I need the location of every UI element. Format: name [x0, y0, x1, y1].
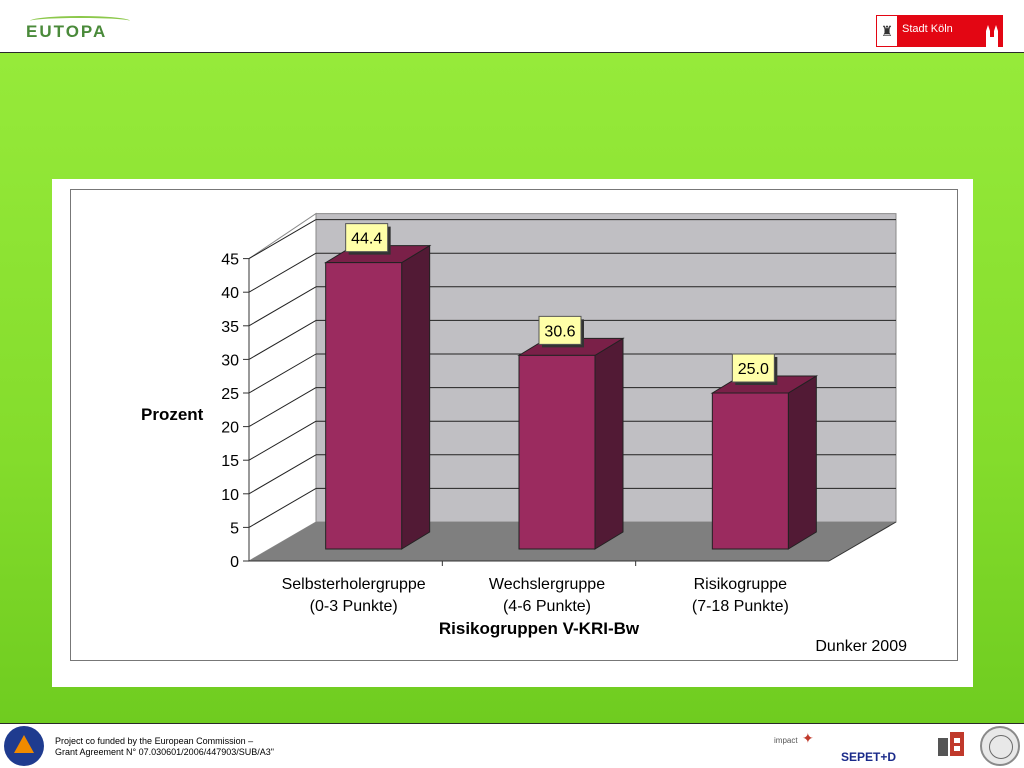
y-tick-label: 10 [221, 487, 239, 504]
y-tick-label: 30 [221, 352, 239, 369]
gridline-side [248, 387, 317, 428]
stadt-koeln-logo: ♜ Stadt Köln [876, 15, 1003, 47]
bar-chart: 0 5 10 15 20 25 30 35 40 45 44.4 Selbsterholergrupp… [141, 212, 897, 638]
x-tick-label: Risikogruppe [694, 576, 787, 593]
bar-side [787, 375, 817, 550]
funding-line-2: Grant Agreement N° 07.030601/2006/447903… [55, 747, 274, 757]
bar [325, 262, 403, 550]
star-icon: ✦ [802, 730, 814, 746]
data-label-box [538, 315, 582, 345]
stadt-koeln-logo-text: Stadt Köln [902, 23, 953, 35]
gridline-side [248, 420, 317, 461]
triangle-icon [14, 735, 34, 753]
y-tick-label: 15 [221, 453, 239, 470]
x-tick-label: (4-6 Punkte) [503, 598, 591, 615]
eutopa-logo-text: EUTOPA [26, 22, 108, 41]
y-tick-label: 5 [230, 520, 239, 537]
x-tick-label: Selbsterholergruppe [282, 576, 426, 593]
university-seal-logo [980, 726, 1020, 766]
source-note: Dunker 2009 [815, 638, 907, 655]
logo-swoosh [30, 16, 130, 26]
chart-frame: 0 5 10 15 20 25 30 35 40 45 44.4 Selbsterholergrupp… [70, 189, 958, 661]
gridline-side [248, 252, 317, 293]
y-tick-label: 0 [230, 554, 239, 571]
bar-side [594, 337, 624, 550]
y-tick-label: 20 [221, 420, 239, 437]
data-label: 30.6 [544, 323, 575, 340]
x-axis-title: Risikogruppen V-KRI-Bw [439, 619, 640, 638]
bar-side [401, 244, 431, 550]
gridline-side [248, 487, 317, 528]
impact-logo-text: impact [774, 736, 798, 745]
y-axis-title: Prozent [141, 405, 204, 424]
gridline-side [248, 353, 317, 394]
chart-card: 0 5 10 15 20 25 30 35 40 45 44.4 Selbsterholergrupp… [52, 179, 973, 687]
gridline-side [248, 319, 317, 360]
seal-inner-ring [989, 735, 1013, 759]
gridline-side [248, 286, 317, 327]
bar [518, 354, 596, 550]
data-label: 44.4 [351, 231, 382, 248]
data-label: 25.0 [738, 361, 769, 378]
eutopa-logo: EUTOPA [26, 16, 130, 42]
gridline-side [248, 454, 317, 495]
funding-line-1: Project co funded by the European Commis… [55, 736, 254, 746]
partner-logo [938, 732, 964, 756]
funding-text: Project co funded by the European Commis… [55, 736, 274, 758]
x-axis-depth-line [828, 521, 897, 562]
y-tick-label: 40 [221, 285, 239, 302]
coat-of-arms-icon: ♜ [876, 15, 898, 47]
y-tick-label: 45 [221, 252, 239, 269]
slide-footer: Project co funded by the European Commis… [0, 724, 1024, 768]
slide-header: EUTOPA ♜ Stadt Köln [0, 0, 1024, 53]
data-label-box [345, 223, 389, 253]
y-tick-label: 25 [221, 386, 239, 403]
cathedral-icon [986, 25, 998, 47]
x-tick-label: Wechslergruppe [489, 576, 605, 593]
civil-protection-logo [4, 726, 44, 766]
bar [711, 392, 789, 550]
x-tick-label: (0-3 Punkte) [310, 598, 398, 615]
data-label-box [731, 353, 775, 383]
gridline-side [248, 219, 317, 260]
x-tick-label: (7-18 Punkte) [692, 598, 789, 615]
impact-logo: impact ✦ [774, 730, 814, 746]
y-tick-label: 35 [221, 319, 239, 336]
slide-content: 0 5 10 15 20 25 30 35 40 45 44.4 Selbsterholergrupp… [0, 53, 1024, 724]
sepet-label: SEPET+D [841, 750, 897, 764]
